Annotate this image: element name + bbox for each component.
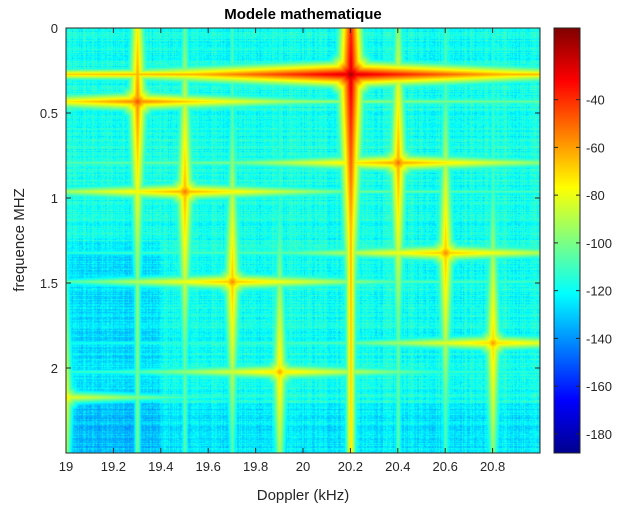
x-tick-label: 19.8: [243, 459, 268, 474]
colorbar-tick: -160: [554, 379, 612, 394]
colorbar-tick-label: -60: [586, 140, 605, 155]
colorbar-tick-label: -180: [586, 427, 612, 442]
y-tick: 2: [51, 361, 540, 376]
x-tick-label: 19.2: [101, 459, 126, 474]
colorbar-tick-label: -40: [586, 93, 605, 108]
colorbar-tick: -60: [554, 140, 605, 155]
x-tick: 19.8: [243, 28, 268, 474]
y-tick: 0: [51, 21, 540, 36]
colorbar-tick-label: -80: [586, 188, 605, 203]
x-tick-label: 19.4: [148, 459, 173, 474]
x-tick: 20.4: [385, 28, 410, 474]
x-tick: 20.8: [480, 28, 505, 474]
x-tick: 20.6: [433, 28, 458, 474]
colorbar-tick-label: -120: [586, 284, 612, 299]
colorbar-tick: -120: [554, 284, 612, 299]
x-tick: 19.2: [101, 28, 126, 474]
x-tick-label: 20.6: [433, 459, 458, 474]
x-tick: 20: [296, 28, 310, 474]
x-tick: 19.6: [196, 28, 221, 474]
colorbar-tick: -100: [554, 236, 612, 251]
x-tick-label: 20: [296, 459, 310, 474]
x-tick: 19: [59, 28, 73, 474]
colorbar: -40 -60 -80 -100 -120 -140 -160 -180: [553, 27, 612, 454]
x-tick-label: 19: [59, 459, 73, 474]
x-axis-label: Doppler (kHz): [257, 487, 350, 504]
y-axis-label: frequence MHZ: [11, 188, 28, 291]
y-tick-label: 2: [51, 361, 58, 376]
colorbar-tick-label: -100: [586, 236, 612, 251]
y-tick: 1: [51, 191, 540, 206]
colorbar-gradient: [553, 27, 581, 454]
x-tick-label: 20.8: [480, 459, 505, 474]
x-tick-label: 20.2: [338, 459, 363, 474]
chart-title: Modele mathematique: [224, 6, 382, 23]
x-tick-label: 19.6: [196, 459, 221, 474]
y-tick: 0.5: [40, 106, 540, 121]
y-tick-label: 1.5: [40, 276, 58, 291]
colorbar-tick: -180: [554, 427, 612, 442]
y-tick: 1.5: [40, 276, 540, 291]
heatmap-image: [66, 28, 540, 453]
y-tick-label: 1: [51, 191, 58, 206]
x-tick: 19.4: [148, 28, 173, 474]
colorbar-tick: -80: [554, 188, 605, 203]
x-axis: 19 19.2 19.4 19.6 19.8 20 20.2 20.4 20.6 20.8: [59, 28, 505, 474]
y-tick-label: 0: [51, 21, 58, 36]
x-tick-label: 20.4: [385, 459, 410, 474]
colorbar-tick: -40: [554, 93, 605, 108]
colorbar-tick: -140: [554, 331, 612, 346]
colorbar-tick-label: -160: [586, 379, 612, 394]
plot-area: [65, 27, 541, 454]
colorbar-tick-label: -140: [586, 331, 612, 346]
y-tick-label: 0.5: [40, 106, 58, 121]
y-axis: 0 0.5 1 1.5 2: [40, 21, 540, 376]
x-tick: 20.2: [338, 28, 363, 474]
